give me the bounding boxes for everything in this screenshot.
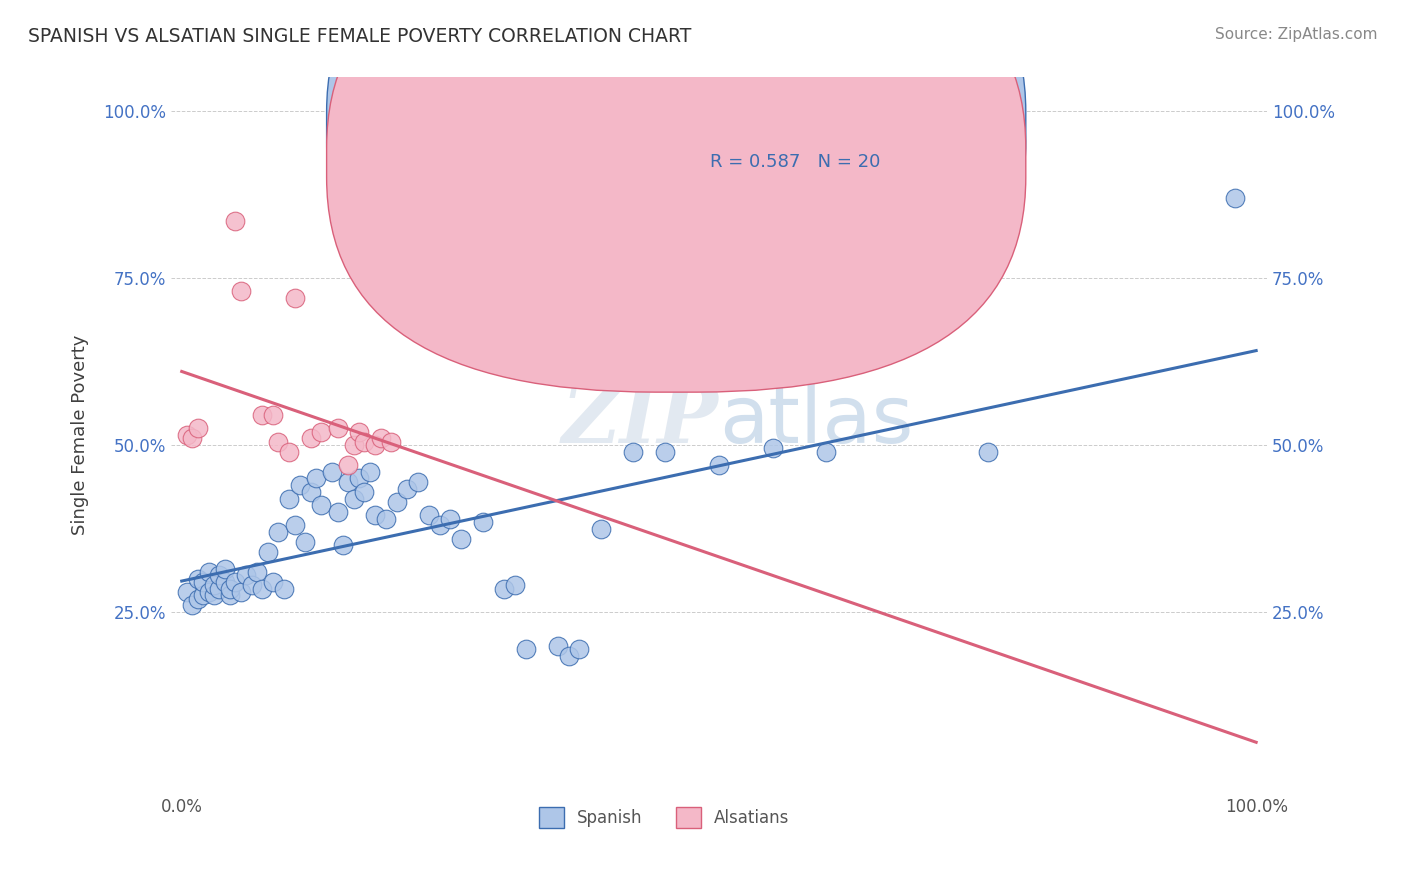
Text: atlas: atlas <box>718 382 914 459</box>
Point <box>343 491 366 506</box>
Point <box>418 508 440 523</box>
Point <box>197 585 219 599</box>
Point <box>976 444 998 458</box>
Point <box>202 578 225 592</box>
Point <box>589 522 612 536</box>
Point <box>503 578 526 592</box>
Point <box>1223 191 1246 205</box>
Point <box>621 444 644 458</box>
Point <box>380 434 402 449</box>
Point <box>267 434 290 449</box>
Point <box>347 471 370 485</box>
Point <box>202 589 225 603</box>
Point <box>197 565 219 579</box>
Text: R = 0.423   N = 65: R = 0.423 N = 65 <box>710 117 880 135</box>
FancyBboxPatch shape <box>637 95 977 192</box>
Point <box>370 431 392 445</box>
Point <box>229 585 252 599</box>
Point <box>208 568 231 582</box>
Point <box>557 648 579 663</box>
Text: SPANISH VS ALSATIAN SINGLE FEMALE POVERTY CORRELATION CHART: SPANISH VS ALSATIAN SINGLE FEMALE POVERT… <box>28 27 692 45</box>
Point <box>326 505 349 519</box>
Y-axis label: Single Female Poverty: Single Female Poverty <box>72 334 89 535</box>
Point <box>429 518 451 533</box>
Point <box>299 431 322 445</box>
Point <box>176 428 198 442</box>
Point <box>311 425 333 439</box>
Point <box>278 444 301 458</box>
Point <box>187 572 209 586</box>
Point <box>219 582 242 596</box>
Point <box>654 444 676 458</box>
Point <box>439 511 461 525</box>
Point <box>252 582 274 596</box>
Point <box>187 421 209 435</box>
Point <box>337 458 360 472</box>
Point <box>762 442 785 456</box>
Point <box>337 475 360 489</box>
Point <box>193 589 215 603</box>
Point <box>406 475 429 489</box>
Point <box>343 438 366 452</box>
Legend: Spanish, Alsatians: Spanish, Alsatians <box>531 801 796 834</box>
Point <box>187 591 209 606</box>
Point <box>347 425 370 439</box>
FancyBboxPatch shape <box>326 0 1026 392</box>
Point <box>815 444 838 458</box>
Point <box>547 639 569 653</box>
Point <box>396 482 419 496</box>
Text: Source: ZipAtlas.com: Source: ZipAtlas.com <box>1215 27 1378 42</box>
Point <box>494 582 516 596</box>
Point <box>235 568 257 582</box>
Point <box>224 214 246 228</box>
Text: ZIP: ZIP <box>562 382 718 459</box>
Text: R = 0.587   N = 20: R = 0.587 N = 20 <box>710 153 880 171</box>
Point <box>568 642 591 657</box>
Point <box>252 408 274 422</box>
Point <box>262 575 284 590</box>
Point <box>515 642 537 657</box>
Point <box>224 575 246 590</box>
FancyBboxPatch shape <box>326 0 1026 357</box>
Point <box>450 532 472 546</box>
Point <box>229 285 252 299</box>
Point <box>364 508 387 523</box>
Point <box>262 408 284 422</box>
Point <box>364 438 387 452</box>
Point <box>326 421 349 435</box>
Point <box>359 465 381 479</box>
Point <box>707 458 730 472</box>
Point <box>267 524 290 539</box>
Point <box>214 575 236 590</box>
Point <box>471 515 494 529</box>
Point <box>294 535 316 549</box>
Point <box>385 495 408 509</box>
Point <box>256 545 278 559</box>
Point <box>208 582 231 596</box>
Point <box>214 562 236 576</box>
Point <box>240 578 263 592</box>
Point <box>181 431 204 445</box>
Point <box>181 599 204 613</box>
Point <box>176 585 198 599</box>
Point <box>219 589 242 603</box>
Point <box>311 498 333 512</box>
Point <box>353 434 375 449</box>
Point <box>283 291 305 305</box>
Point <box>305 471 328 485</box>
Point <box>273 582 295 596</box>
Point <box>288 478 311 492</box>
Point <box>283 518 305 533</box>
Point <box>278 491 301 506</box>
Point <box>332 538 354 552</box>
Point <box>374 511 396 525</box>
Point <box>321 465 343 479</box>
Point <box>353 484 375 499</box>
Point <box>246 565 269 579</box>
Point <box>299 484 322 499</box>
Point <box>193 575 215 590</box>
